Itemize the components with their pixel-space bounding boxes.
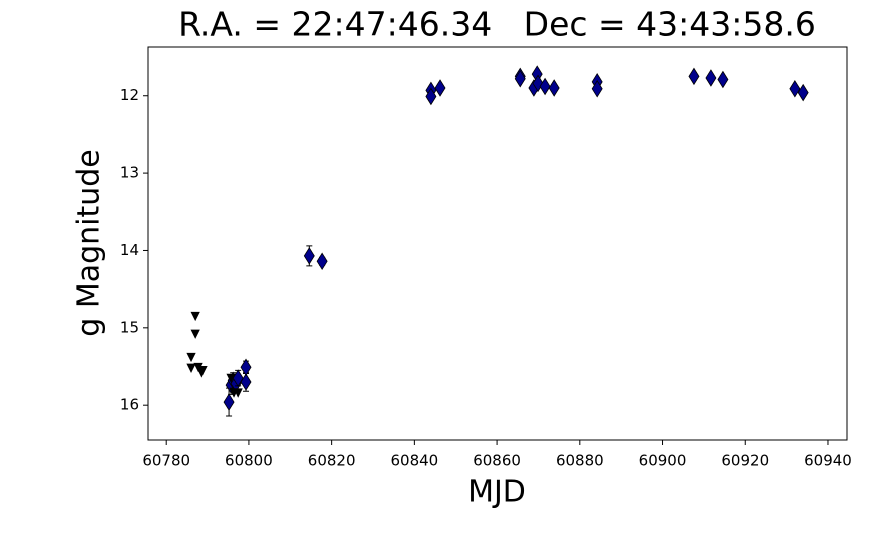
data-point <box>223 393 235 411</box>
data-point <box>591 80 603 98</box>
y-tick-label: 12 <box>120 86 139 104</box>
x-tick-label: 60920 <box>721 452 769 470</box>
chart-title: R.A. = 22:47:46.34 Dec = 43:43:58.6 <box>178 5 816 44</box>
y-tick-label: 13 <box>120 164 139 182</box>
data-point <box>190 329 200 339</box>
data-point <box>240 373 252 391</box>
data-point <box>186 352 196 363</box>
data-point <box>303 247 315 265</box>
x-tick-label: 60820 <box>308 452 356 470</box>
data-point <box>233 388 243 398</box>
data-point <box>190 311 200 322</box>
x-tick-label: 60840 <box>391 452 439 470</box>
x-axis-label: MJD <box>468 475 526 510</box>
y-tick-label: 14 <box>120 241 139 259</box>
y-tick-label: 15 <box>120 318 139 336</box>
data-point <box>532 74 544 93</box>
data-point <box>705 69 717 87</box>
data-point <box>539 77 551 96</box>
y-axis-label: g Magnitude <box>72 149 107 337</box>
x-tick-label: 60940 <box>804 452 852 470</box>
data-point <box>548 79 560 97</box>
x-tick-label: 60900 <box>639 452 687 470</box>
data-point <box>797 83 809 102</box>
data-point <box>514 69 526 88</box>
y-tick-label: 16 <box>120 396 139 414</box>
data-point <box>717 70 729 89</box>
data-point <box>240 358 252 377</box>
data-point <box>789 80 801 98</box>
x-tick-label: 60860 <box>473 452 521 470</box>
data-point <box>186 363 196 373</box>
x-tick-label: 60880 <box>556 452 604 470</box>
x-tick-label: 60780 <box>142 452 190 470</box>
data-point <box>226 373 236 384</box>
data-point <box>198 365 208 376</box>
data-point <box>688 67 700 86</box>
data-point <box>434 79 446 97</box>
plot-frame <box>147 46 848 441</box>
x-tick-label: 60800 <box>225 452 273 470</box>
data-point <box>316 252 328 271</box>
data-point <box>425 87 437 106</box>
